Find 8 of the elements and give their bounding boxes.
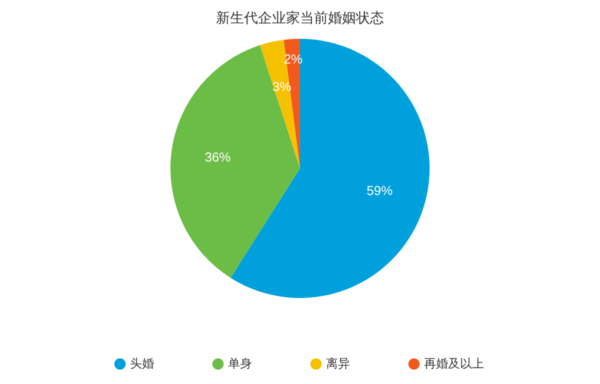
data-label: 3%: [272, 79, 292, 94]
data-label: 36%: [204, 150, 232, 165]
legend-label: 单身: [228, 356, 252, 370]
legend-label: 离异: [326, 356, 350, 370]
data-label: 59%: [366, 183, 394, 198]
chart-title: 新生代企业家当前婚姻状态: [216, 9, 384, 26]
legend-label: 再婚及以上: [424, 356, 484, 370]
legend-label: 头婚: [130, 356, 154, 370]
